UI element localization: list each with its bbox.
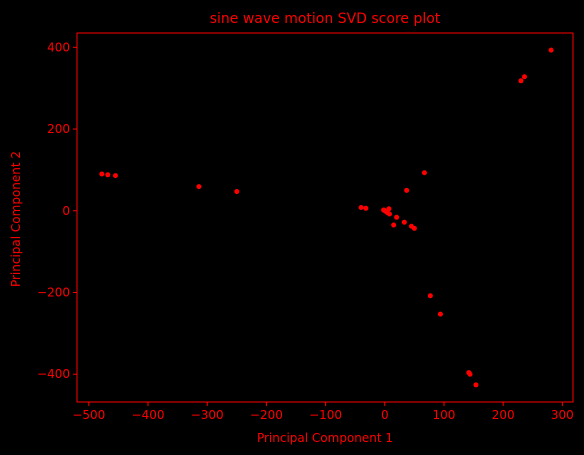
data-point <box>196 184 202 190</box>
data-point <box>518 78 524 84</box>
data-point <box>234 189 240 195</box>
data-point <box>411 225 417 231</box>
data-point <box>427 293 433 299</box>
x-tick-label: −400 <box>132 408 165 422</box>
x-tick-label: −500 <box>72 408 105 422</box>
x-tick-label: −300 <box>191 408 224 422</box>
data-point <box>391 222 397 228</box>
data-point <box>521 74 527 80</box>
y-axis-label: Principal Component 2 <box>9 151 23 287</box>
data-point <box>473 382 479 388</box>
ticks-group: −500 −400 −300 −200 −100 0 100 200 300 −400 −200 0 2… <box>37 40 574 422</box>
x-tick-label: 300 <box>551 408 574 422</box>
y-tick-label: 200 <box>47 122 70 136</box>
data-point <box>437 311 443 317</box>
points-group <box>99 47 554 388</box>
data-point <box>404 187 410 193</box>
data-point <box>105 172 111 178</box>
x-axis-label: Principal Component 1 <box>257 431 393 445</box>
x-tick-label: 100 <box>433 408 456 422</box>
data-point <box>548 47 554 53</box>
data-point <box>112 173 118 179</box>
x-tick-label: 0 <box>381 408 389 422</box>
data-point <box>386 206 392 212</box>
data-point <box>363 205 369 211</box>
data-point <box>394 214 400 220</box>
plot-frame <box>76 32 574 403</box>
x-tick-label: −100 <box>309 408 342 422</box>
x-tick-label: 200 <box>492 408 515 422</box>
data-point <box>467 371 473 377</box>
data-point <box>421 170 427 176</box>
y-tick-label: 0 <box>62 204 70 218</box>
data-point <box>99 171 105 177</box>
y-tick-label: −400 <box>37 367 70 381</box>
x-tick-label: −200 <box>250 408 283 422</box>
data-point <box>358 204 364 210</box>
y-tick-label: 400 <box>47 40 70 54</box>
y-tick-label: −200 <box>37 285 70 299</box>
chart-title: sine wave motion SVD score plot <box>210 11 441 27</box>
data-point <box>387 211 393 217</box>
data-point <box>401 219 407 225</box>
